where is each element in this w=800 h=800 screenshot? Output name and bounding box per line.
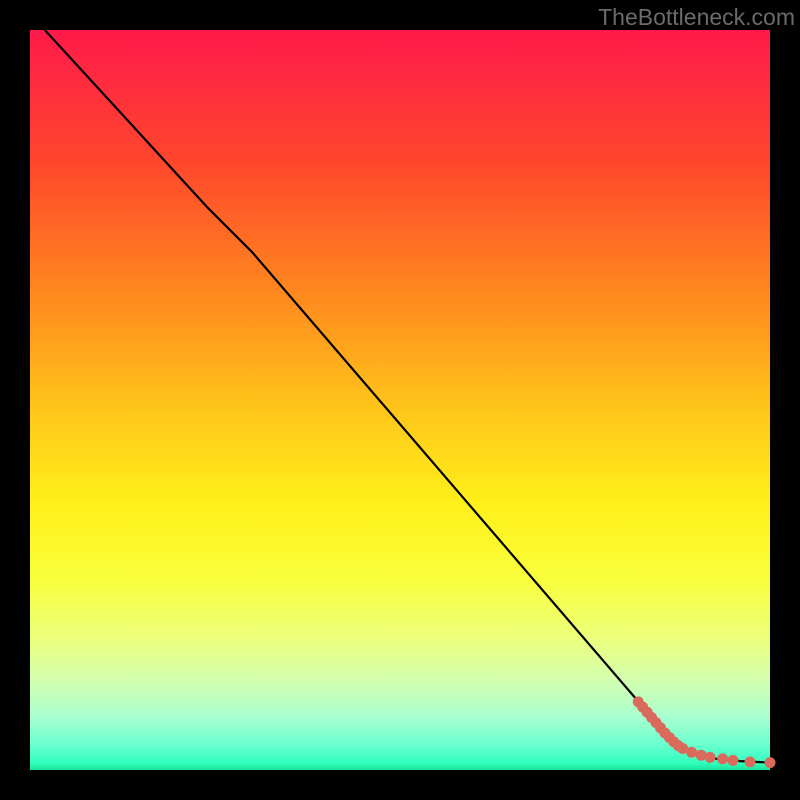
data-marker — [686, 747, 697, 758]
data-marker — [765, 757, 776, 768]
plot-background — [30, 30, 770, 770]
data-marker — [728, 755, 739, 766]
data-marker — [717, 753, 728, 764]
watermark-label: TheBottleneck.com — [598, 4, 795, 31]
data-marker — [745, 756, 756, 767]
data-marker — [705, 752, 716, 763]
